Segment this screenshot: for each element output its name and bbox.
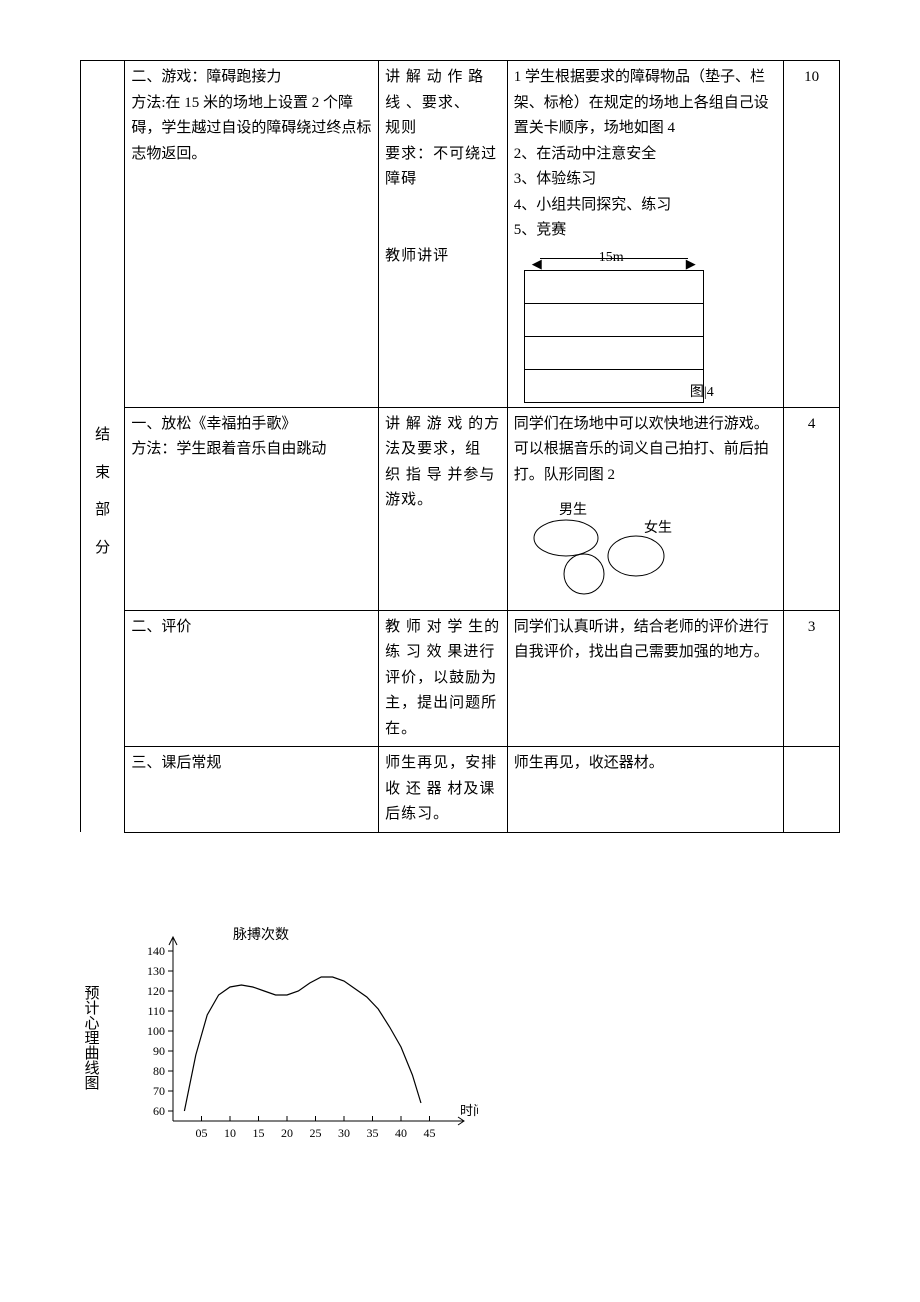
svg-text:15: 15 bbox=[252, 1126, 264, 1140]
arrow-right-icon: ▶ bbox=[686, 253, 696, 275]
student-text: 师生再见，收还器材。 bbox=[514, 755, 664, 771]
svg-text:20: 20 bbox=[281, 1126, 293, 1140]
formation-figure: 男生 女生 bbox=[514, 496, 778, 606]
svg-text:140: 140 bbox=[147, 944, 165, 958]
teacher-cell: 讲 解 游 戏 的方法及要求，组 织 指 导 并参与游戏。 bbox=[379, 407, 508, 610]
teacher-cell: 讲 解 动 作 路 线 、要求、 规则 要求：不可绕过障碍 教师讲评 bbox=[379, 61, 508, 408]
teacher-text: 师生再见，安排 收 还 器 材及课后练习。 bbox=[385, 755, 497, 822]
svg-text:70: 70 bbox=[153, 1084, 165, 1098]
content-cell: 二、评价 bbox=[125, 610, 379, 747]
girl-label-svg: 女生 bbox=[644, 519, 672, 536]
content-text: 一、放松《幸福拍手歌》 方法：学生跟着音乐自由跳动 bbox=[131, 416, 326, 458]
svg-text:45: 45 bbox=[423, 1126, 435, 1140]
lesson-plan-table: 二、游戏：障碍跑接力 方法:在 15 米的场地上设置 2 个障碍，学生越过自设的… bbox=[80, 60, 840, 833]
content-text: 二、游戏：障碍跑接力 方法:在 15 米的场地上设置 2 个障碍，学生越过自设的… bbox=[131, 69, 371, 162]
table-row: 二、游戏：障碍跑接力 方法:在 15 米的场地上设置 2 个障碍，学生越过自设的… bbox=[81, 61, 840, 408]
svg-text:10: 10 bbox=[224, 1126, 236, 1140]
table-row: 三、课后常规 师生再见，安排 收 还 器 材及课后练习。 师生再见，收还器材。 bbox=[81, 747, 840, 833]
time-value: 4 bbox=[808, 416, 816, 432]
section-cell-empty bbox=[81, 61, 125, 408]
teacher-text: 讲 解 动 作 路 线 、要求、 规则 要求：不可绕过障碍 教师讲评 bbox=[385, 69, 497, 264]
figure-4-grid bbox=[524, 270, 704, 403]
student-text: 1 学生根据要求的障碍物品（垫子、栏架、标枪）在规定的场地上各组自己设置关卡顺序… bbox=[514, 69, 769, 238]
content-text: 三、课后常规 bbox=[131, 755, 221, 771]
distance-label: 15m bbox=[599, 246, 624, 270]
arrow-left-icon: ◀ bbox=[532, 253, 542, 275]
teacher-cell: 师生再见，安排 收 还 器 材及课后练习。 bbox=[379, 747, 508, 833]
svg-text:130: 130 bbox=[147, 964, 165, 978]
table-row: 二、评价 教 师 对 学 生的 练 习 效 果进行评价，以鼓励为主，提出问题所在… bbox=[81, 610, 840, 747]
student-text: 同学们在场地中可以欢快地进行游戏。可以根据音乐的词义自己拍打、前后拍打。队形同图… bbox=[514, 416, 769, 483]
table-row: 结 束 部 分 一、放松《幸福拍手歌》 方法：学生跟着音乐自由跳动 讲 解 游 … bbox=[81, 407, 840, 610]
section-char: 部 bbox=[87, 498, 118, 524]
pulse-chart-section: 预计心理曲线图 60 70 80 90 100 110 120 130 140 05 10 15 20 2… bbox=[80, 923, 840, 1153]
figure-4-caption: 图|4 bbox=[690, 381, 714, 405]
svg-text:35: 35 bbox=[366, 1126, 378, 1140]
content-cell: 二、游戏：障碍跑接力 方法:在 15 米的场地上设置 2 个障碍，学生越过自设的… bbox=[125, 61, 379, 408]
svg-text:60: 60 bbox=[153, 1104, 165, 1118]
student-text: 同学们认真听讲，结合老师的评价进行自我评价，找出自己需要加强的地方。 bbox=[514, 619, 769, 661]
svg-text:30: 30 bbox=[338, 1126, 350, 1140]
content-cell: 一、放松《幸福拍手歌》 方法：学生跟着音乐自由跳动 bbox=[125, 407, 379, 610]
chart-vert-label: 预计心理曲线图 bbox=[80, 985, 100, 1090]
section-char: 束 bbox=[87, 461, 118, 487]
teacher-text: 教 师 对 学 生的 练 习 效 果进行评价，以鼓励为主，提出问题所在。 bbox=[385, 619, 500, 737]
section-char: 分 bbox=[87, 536, 118, 562]
svg-text:100: 100 bbox=[147, 1024, 165, 1038]
teacher-cell: 教 师 对 学 生的 练 习 效 果进行评价，以鼓励为主，提出问题所在。 bbox=[379, 610, 508, 747]
distance-arrow: ◀ 15m ▶ bbox=[524, 250, 704, 268]
svg-text:120: 120 bbox=[147, 984, 165, 998]
svg-text:40: 40 bbox=[395, 1126, 407, 1140]
section-label-cell: 结 束 部 分 bbox=[81, 407, 125, 832]
svg-text:05: 05 bbox=[195, 1126, 207, 1140]
time-cell: 4 bbox=[784, 407, 840, 610]
time-value: 3 bbox=[808, 619, 816, 635]
student-cell: 师生再见，收还器材。 bbox=[507, 747, 784, 833]
student-cell: 同学们在场地中可以欢快地进行游戏。可以根据音乐的词义自己拍打、前后拍打。队形同图… bbox=[507, 407, 784, 610]
student-cell: 同学们认真听讲，结合老师的评价进行自我评价，找出自己需要加强的地方。 bbox=[507, 610, 784, 747]
section-char: 结 bbox=[87, 423, 118, 449]
figure-4: ◀ 15m ▶ 图|4 bbox=[514, 250, 714, 403]
boy-label-svg: 男生 bbox=[559, 502, 587, 518]
time-value: 10 bbox=[804, 69, 819, 85]
svg-text:80: 80 bbox=[153, 1064, 165, 1078]
svg-text:110: 110 bbox=[147, 1004, 165, 1018]
student-cell: 1 学生根据要求的障碍物品（垫子、栏架、标枪）在规定的场地上各组自己设置关卡顺序… bbox=[507, 61, 784, 408]
circles-svg: 男生 女生 bbox=[514, 496, 704, 596]
time-cell: 10 bbox=[784, 61, 840, 408]
teacher-text: 讲 解 游 戏 的方法及要求，组 织 指 导 并参与游戏。 bbox=[385, 416, 500, 509]
svg-text:时间: 时间 bbox=[460, 1103, 478, 1118]
svg-text:25: 25 bbox=[309, 1126, 321, 1140]
svg-text:脉搏次数: 脉搏次数 bbox=[233, 926, 289, 943]
time-cell bbox=[784, 747, 840, 833]
time-cell: 3 bbox=[784, 610, 840, 747]
content-cell: 三、课后常规 bbox=[125, 747, 379, 833]
svg-text:90: 90 bbox=[153, 1044, 165, 1058]
pulse-chart-svg: 60 70 80 90 100 110 120 130 140 05 10 15 20 25 30 35 40 4… bbox=[118, 923, 478, 1153]
content-text: 二、评价 bbox=[131, 619, 191, 635]
